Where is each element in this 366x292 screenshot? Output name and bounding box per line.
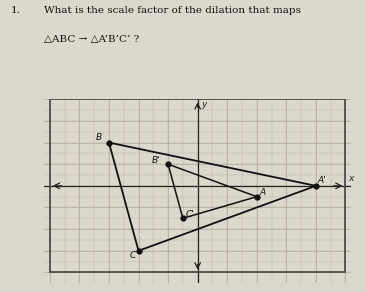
Text: 1.: 1. — [11, 6, 21, 15]
Text: C: C — [130, 251, 136, 260]
Text: x: x — [348, 174, 354, 182]
Text: C': C' — [186, 210, 195, 219]
Text: y: y — [201, 100, 206, 110]
Text: B: B — [96, 133, 102, 142]
Text: △ABC → △A’B’C’ ?: △ABC → △A’B’C’ ? — [44, 35, 139, 44]
Text: A': A' — [317, 175, 326, 185]
Text: B': B' — [152, 156, 160, 165]
Text: What is the scale factor of the dilation that maps: What is the scale factor of the dilation… — [44, 6, 301, 15]
Text: A: A — [260, 187, 266, 197]
